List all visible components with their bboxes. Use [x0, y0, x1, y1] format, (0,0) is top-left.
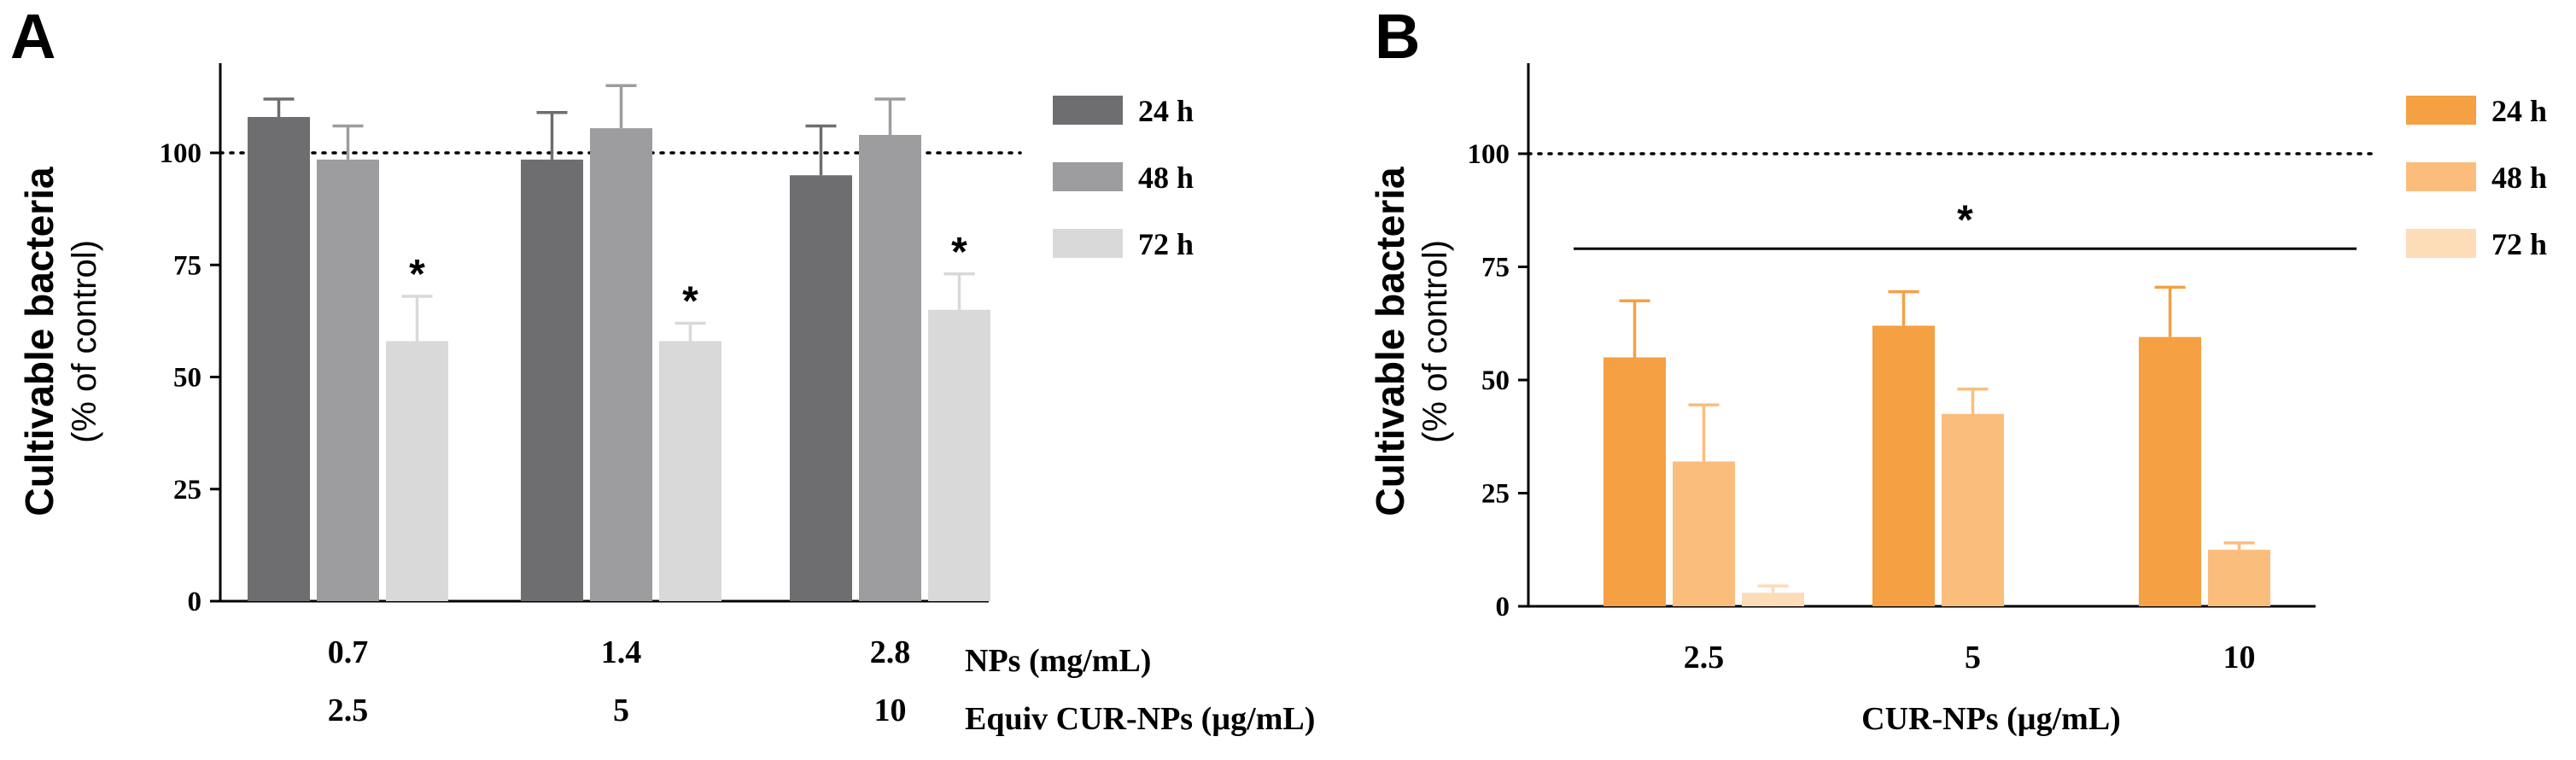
bar-24h-5	[1872, 325, 1935, 606]
bar-48h-0.7	[317, 159, 379, 601]
panel-letter-a: A	[10, 1, 55, 72]
y-tick-label: 50	[173, 363, 202, 394]
bar-72h-0.7	[386, 341, 448, 601]
legend-swatch-72h	[1053, 229, 1123, 258]
legend-swatch-24h	[1053, 96, 1123, 125]
bar-48h-10	[2208, 549, 2270, 606]
significance-star: *	[409, 252, 425, 297]
legend-swatch-72h	[2406, 229, 2476, 258]
y-tick-label: 100	[160, 138, 202, 169]
bar-48h-5	[1942, 413, 2004, 606]
bar-24h-10	[2139, 336, 2201, 606]
legend-label: 72 h	[1138, 227, 1194, 261]
legend-swatch-48h	[2406, 162, 2476, 191]
panel-letter-b: B	[1375, 1, 1420, 72]
x-tick-label-row2: 2.5	[328, 693, 369, 728]
x-tick-label: 2.5	[1684, 640, 1725, 675]
bar-48h-2.5	[1673, 461, 1735, 606]
y-tick-label: 25	[173, 475, 202, 506]
bar-24h-0.7	[248, 117, 310, 601]
bar-48h-1.4	[590, 128, 652, 601]
x-tick-label: 5	[1965, 640, 1981, 675]
x-axis-title-row1-a: NPs (mg/mL)	[965, 643, 1151, 679]
y-axis-subtitle-b: (% of control)	[1417, 240, 1454, 443]
bar-24h-1.4	[521, 159, 583, 601]
y-tick-label: 100	[1468, 139, 1510, 170]
y-axis-title-a: Cultivable bacteria	[17, 167, 61, 516]
y-tick-label: 50	[1481, 365, 1510, 396]
plot-area-a: 0 25 50 75 100 0.7 2.5 1.4 5 2.8 10 * * *	[160, 63, 1022, 728]
x-axis-title-row2-a: Equiv CUR-NPs (µg/mL)	[965, 701, 1315, 737]
y-axis-title-b: Cultivable bacteria	[1368, 167, 1412, 516]
bar-24h-2.5	[1603, 357, 1666, 606]
legend-swatch-24h	[2406, 96, 2476, 125]
legend-label: 24 h	[2491, 94, 2547, 128]
legend-b: 24 h 48 h 72 h	[2406, 94, 2547, 261]
legend-label: 24 h	[1138, 94, 1194, 128]
significance-star: *	[951, 230, 967, 275]
bar-48h-2.8	[859, 135, 921, 601]
bar-72h-2.8	[928, 309, 990, 601]
y-tick-label: 75	[1481, 253, 1510, 284]
bar-72h-1.4	[659, 341, 721, 601]
x-tick-label: 0.7	[328, 634, 369, 670]
bar-72h-2.5	[1742, 593, 1804, 606]
legend-swatch-48h	[1053, 162, 1123, 191]
x-tick-label-row2: 10	[874, 693, 907, 728]
y-tick-label: 75	[173, 250, 202, 281]
legend-label: 48 h	[2491, 161, 2547, 195]
significance-star: *	[682, 279, 698, 324]
legend-a: 24 h 48 h 72 h	[1053, 94, 1194, 261]
x-tick-label: 10	[2223, 640, 2256, 675]
bar-24h-2.8	[790, 175, 852, 601]
legend-label: 48 h	[1138, 161, 1194, 195]
significance-star: *	[1957, 197, 1973, 243]
x-tick-label-row2: 5	[613, 693, 629, 728]
y-tick-label: 0	[1496, 592, 1510, 623]
y-tick-label: 25	[1481, 479, 1510, 510]
x-axis-title-b: CUR-NPs (µg/mL)	[1861, 701, 2121, 737]
y-axis-subtitle-a: (% of control)	[66, 240, 103, 443]
x-tick-label: 1.4	[601, 634, 642, 670]
legend-label: 72 h	[2491, 227, 2547, 261]
plot-area-b: 0 25 50 75 100 2.5 5 10 *	[1468, 63, 2374, 675]
x-tick-label: 2.8	[870, 634, 911, 670]
y-tick-label: 0	[188, 587, 202, 617]
